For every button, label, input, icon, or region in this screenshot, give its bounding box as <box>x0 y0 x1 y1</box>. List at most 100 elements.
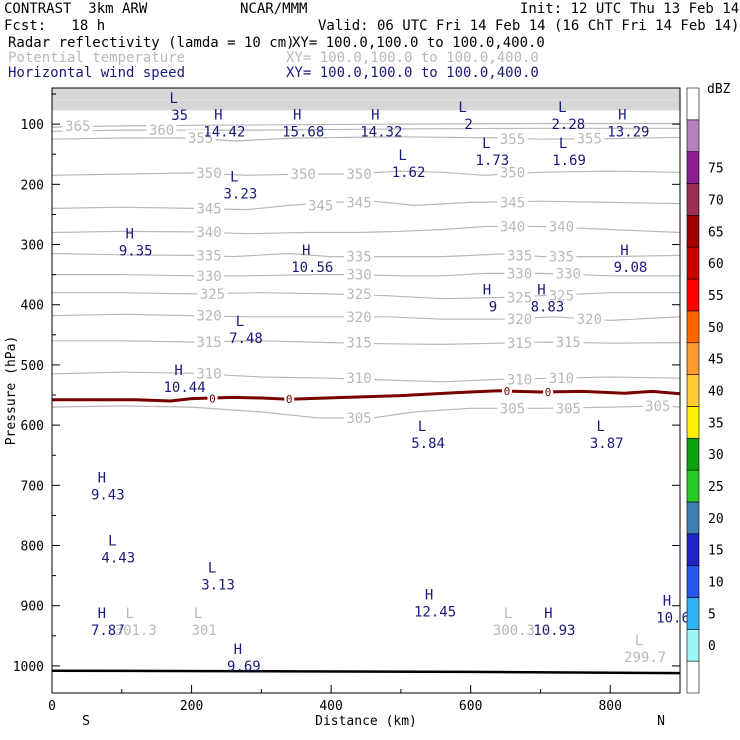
theta-label-bg <box>504 311 535 327</box>
theta-label: 325 <box>346 287 371 303</box>
freezing-label-bg <box>207 392 218 405</box>
wind-extremum-type: H <box>371 107 379 123</box>
theta-label: 330 <box>556 266 581 282</box>
theta-label-bg <box>504 335 535 351</box>
colorbar-swatch <box>686 342 700 375</box>
colorbar-level: 50 <box>708 321 724 336</box>
colorbar-level: 20 <box>708 512 724 527</box>
theta-label: 330 <box>196 269 221 285</box>
forecast-hour: Fcst: 18 h <box>4 18 106 34</box>
colorbar-swatch <box>686 374 700 407</box>
source-label: NCAR/MMM <box>240 1 308 17</box>
y-tick-label: 400 <box>21 299 44 314</box>
theta-label-bg <box>553 400 584 416</box>
theta-contour-320 <box>51 313 681 322</box>
theta-contour-335 <box>51 252 681 258</box>
theta-label: 335 <box>507 248 532 264</box>
theta-label: 315 <box>507 336 532 352</box>
wind-extremum-value: 7.87 <box>91 623 125 639</box>
theta-label-bg <box>497 218 528 234</box>
theta-label-bg <box>553 334 584 350</box>
wind-extremum-type: H <box>483 282 491 298</box>
colorbar-swatch <box>686 183 700 216</box>
wind-extremum-type: H <box>214 107 222 123</box>
y-tick-label: 900 <box>21 600 44 615</box>
theta-label-bg <box>642 397 673 413</box>
colorbar-swatch <box>686 565 700 598</box>
theta-label-bg <box>344 248 375 264</box>
colorbar-level: 10 <box>708 576 724 591</box>
wind-extremum-value: 14.32 <box>360 124 402 140</box>
colorbar-level: 40 <box>708 385 724 400</box>
theta-label: 335 <box>346 250 371 266</box>
y-tick-label: 500 <box>21 359 44 374</box>
theta-label-bg <box>574 311 605 327</box>
theta-label-bg <box>194 307 224 323</box>
colorbar-swatch <box>686 278 700 312</box>
x-axis-south-label: S <box>82 714 90 729</box>
wind-extremum-type: H <box>425 588 433 604</box>
colorbar-swatch <box>686 437 700 471</box>
freezing-level-line <box>52 389 681 403</box>
theta-contour-330 <box>52 272 680 277</box>
wind-extremum-type: H <box>293 107 301 123</box>
theta-label-bg <box>146 122 177 138</box>
freezing-level-label: 0 <box>545 386 552 399</box>
field-2-xy: XY= 100.0,100.0 to 100.0,400.0 <box>286 50 539 66</box>
theta-label: 305 <box>645 399 670 415</box>
theta-label-bg <box>546 370 577 386</box>
colorbar-swatch <box>686 310 700 344</box>
wind-extremum-value: 10.6 <box>656 611 690 627</box>
theta-label-bg <box>344 370 375 386</box>
y-tick-label: 200 <box>21 178 44 193</box>
wind-extremum-value: 9.43 <box>91 487 125 503</box>
x-tick-label: 400 <box>319 699 342 714</box>
wind-extremum-type: L <box>458 100 466 116</box>
theta-label: 350 <box>291 167 316 183</box>
theta-label-bg <box>497 131 528 147</box>
wind-extremum-value: 13.29 <box>607 124 649 140</box>
theta-label: 310 <box>549 371 574 387</box>
theta-label-bg <box>194 334 224 350</box>
wind-extremum-type: H <box>302 243 310 259</box>
theta-label-bg <box>194 223 224 239</box>
wind-extremum-value: 3.87 <box>590 436 624 452</box>
theta-label: 355 <box>577 132 602 148</box>
y-tick-label: 100 <box>21 118 44 133</box>
wind-extremum-value: 14.42 <box>203 124 245 140</box>
wind-extremum-type: L <box>418 419 426 435</box>
wind-extremum-value: 7.48 <box>229 331 263 347</box>
field-1-name: Radar reflectivity (lamda = 10 cm) <box>8 35 295 51</box>
theta-label: 350 <box>500 165 525 181</box>
theta-label-bg <box>194 164 224 180</box>
colorbar-swatch <box>686 87 700 121</box>
wind-extremum-value: 4.43 <box>101 551 135 567</box>
theta-label: 355 <box>500 132 525 148</box>
wind-extremum-type: H <box>174 363 182 379</box>
theta-label: 305 <box>556 401 581 417</box>
wind-extremum-value: 12.45 <box>414 605 456 621</box>
theta-label-bg <box>344 285 375 301</box>
theta-label-bg <box>194 247 224 263</box>
theta-label-bg <box>546 218 577 234</box>
theta-label-bg <box>344 266 375 282</box>
wind-extremum-value: 10.93 <box>533 623 575 639</box>
wind-extremum-value: 2 <box>464 117 472 133</box>
x-tick-label: 0 <box>48 699 56 714</box>
theta-label-bg <box>288 166 319 182</box>
theta-label: 315 <box>556 335 581 351</box>
wind-extremum-type: L <box>169 91 177 107</box>
wind-extremum-type: L <box>230 169 238 185</box>
wind-extremum-value: 10.56 <box>291 260 333 276</box>
theta-label: 350 <box>196 166 221 182</box>
colorbar-swatch <box>686 597 700 630</box>
theta-label: 330 <box>346 268 371 284</box>
colorbar-swatch <box>686 469 700 503</box>
y-tick-label: 800 <box>21 540 44 555</box>
wind-extremum-type: L <box>398 148 406 164</box>
colorbar-swatch <box>686 660 700 694</box>
freezing-level-label: 0 <box>504 385 511 398</box>
wind-extremum-value: 1.73 <box>475 153 509 169</box>
freezing-level-label: 0 <box>286 393 293 406</box>
theta-label-bg <box>497 164 528 180</box>
